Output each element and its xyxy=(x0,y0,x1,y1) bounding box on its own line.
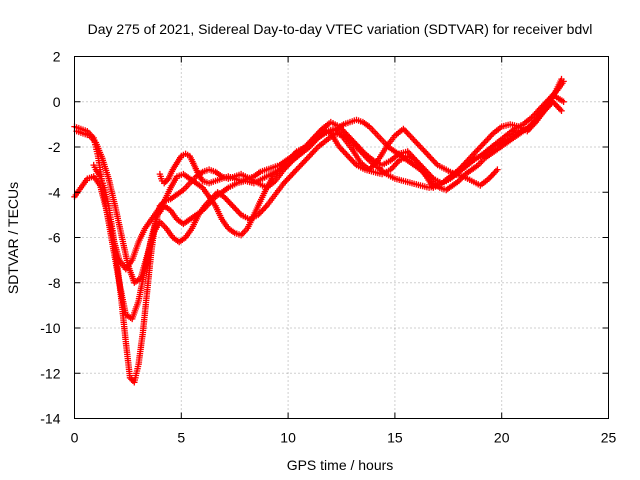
x-tick-label: 15 xyxy=(387,430,403,446)
y-tick-label: 2 xyxy=(53,49,61,65)
series-trace-1 xyxy=(71,91,567,273)
y-tick-label: -2 xyxy=(48,139,61,155)
x-axis-label: GPS time / hours xyxy=(287,457,394,473)
data-point xyxy=(558,75,565,83)
data-point xyxy=(313,145,320,152)
series-trace-3 xyxy=(71,98,565,323)
y-tick-label: -4 xyxy=(48,184,61,200)
x-tick-label: 0 xyxy=(71,430,79,446)
x-tick-label: 25 xyxy=(601,430,617,446)
y-tick-label: -10 xyxy=(40,320,60,336)
y-tick-label: -8 xyxy=(48,275,61,291)
x-tick-labels: 0 5 10 15 20 25 xyxy=(71,430,617,446)
y-axis-label: SDTVAR / TECUs xyxy=(5,182,21,294)
data-point xyxy=(560,98,567,105)
axis-ticks xyxy=(74,56,609,419)
y-tick-label: -12 xyxy=(40,365,60,381)
x-tick-label: 5 xyxy=(177,430,185,446)
x-tick-label: 10 xyxy=(280,430,296,446)
y-tick-label: 0 xyxy=(53,94,61,110)
series-trace-4 xyxy=(90,125,501,386)
y-tick-label: -14 xyxy=(40,411,60,427)
data-point xyxy=(556,106,564,113)
data-point xyxy=(558,107,565,114)
plot-area xyxy=(71,75,567,386)
data-point xyxy=(162,178,169,185)
y-tick-label: -6 xyxy=(48,230,61,246)
grid xyxy=(74,56,609,419)
data-point xyxy=(405,149,413,157)
chart-title: Day 275 of 2021, Sidereal Day-to-day VTE… xyxy=(88,21,593,37)
x-tick-label: 20 xyxy=(494,430,510,446)
data-point xyxy=(494,166,501,173)
y-tick-labels: -14 -12 -10 -8 -6 -4 -2 0 2 xyxy=(40,49,60,427)
series-trace-5 xyxy=(156,75,565,194)
